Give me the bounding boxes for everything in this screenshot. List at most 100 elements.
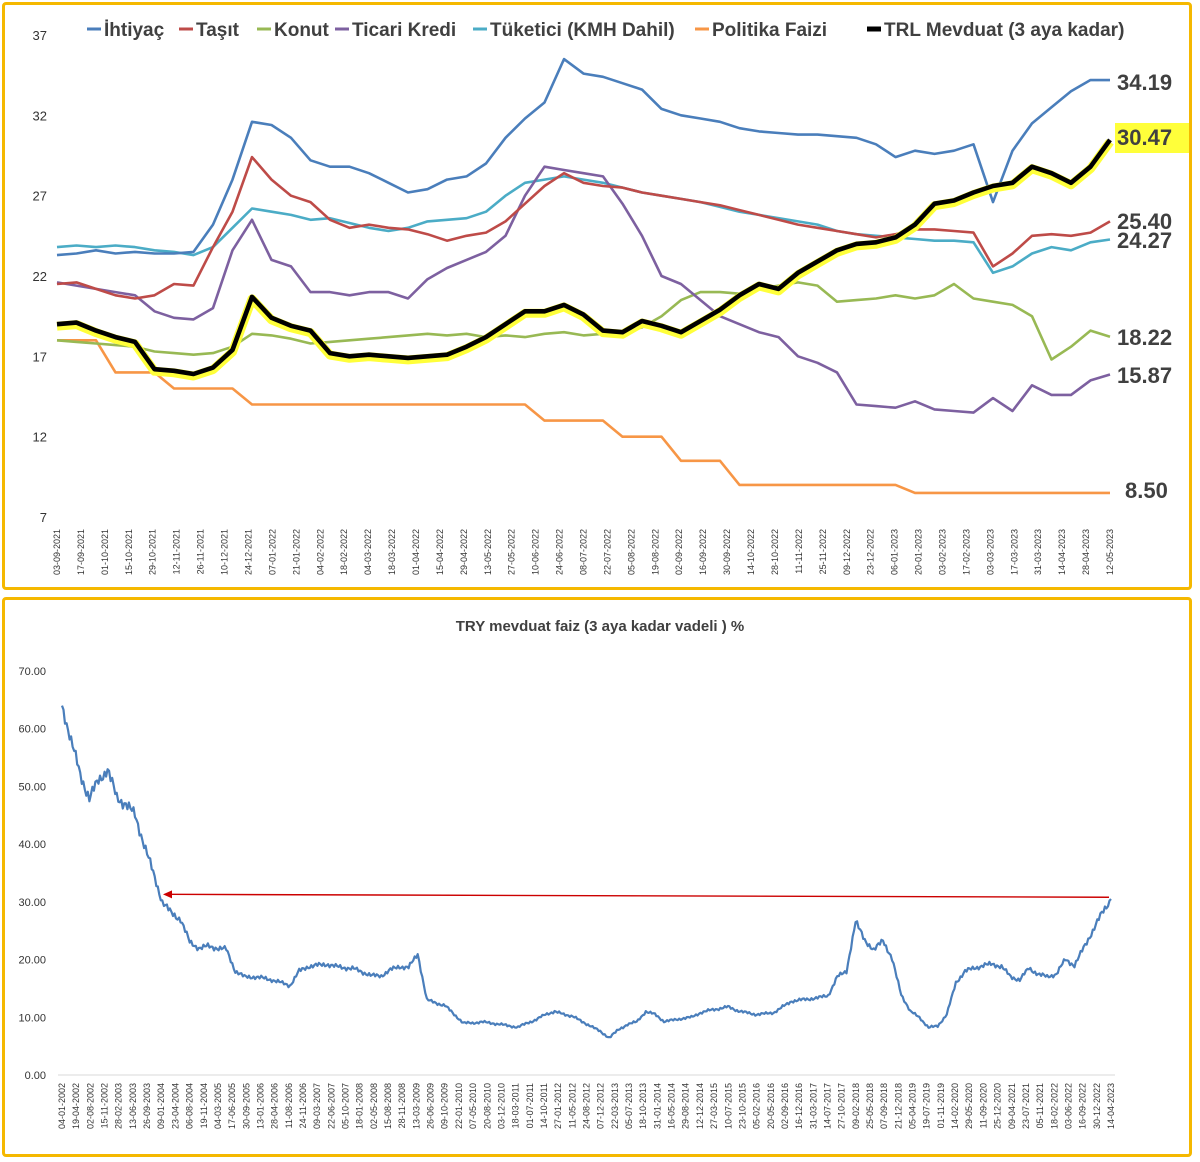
- legend-label-trl-mevduat-3-aya-kadar: TRL Mevduat (3 aya kadar): [884, 20, 1124, 41]
- x-tick-label: 27-10-2017: [837, 1083, 847, 1129]
- x-tick-label: 12-12-2014: [695, 1083, 705, 1129]
- x-tick-label: 13-06-2003: [128, 1083, 138, 1129]
- chart-title: TRY mevduat faiz (3 aya kadar vadeli ) %: [456, 618, 744, 635]
- x-tick-label: 18-02-2022: [339, 529, 349, 575]
- series-line-ticari-kredi: [56, 165, 1111, 414]
- x-tick-label: 30-12-2022: [1092, 1083, 1102, 1129]
- x-tick-label: 18-01-2008: [355, 1083, 365, 1129]
- chart-panel-top: İhtiyaç Taşıt Konut Ticari Kredi Tüketici (K…: [2, 2, 1192, 590]
- x-tick-label: 19-04-2002: [71, 1083, 81, 1129]
- x-tick-label: 25-12-2020: [993, 1083, 1003, 1129]
- y-tick-label: 30.00: [18, 897, 46, 909]
- x-tick-label: 22-06-2007: [326, 1083, 336, 1129]
- deposit-rate-history-chart: TRY mevduat faiz (3 aya kadar vadeli ) %…: [18, 618, 1116, 1129]
- x-tick-label: 19-08-2022: [650, 529, 660, 575]
- x-tick-label: 04-03-2022: [363, 529, 373, 575]
- x-tick-label: 28-04-2006: [270, 1083, 280, 1129]
- x-tick-label: 15-11-2002: [100, 1083, 110, 1128]
- series-layer: [60, 705, 1112, 1039]
- x-tick-label: 17-06-2005: [227, 1083, 237, 1129]
- x-tick-label: 28-04-2023: [1081, 529, 1091, 575]
- x-tick-label: 10-07-2015: [723, 1083, 733, 1129]
- x-tick-label: 19-07-2019: [922, 1083, 932, 1129]
- series-highlight-trl-mevduat: [56, 139, 1114, 381]
- x-tick-label: 05-02-2016: [752, 1083, 762, 1129]
- legend-label-ihtiyac: İhtiyaç: [104, 20, 165, 41]
- legend-label-tuketici-kmh-dahil: Tüketici (KMH Dahil): [490, 20, 675, 41]
- end-label-konut: 18.22: [1117, 325, 1172, 350]
- x-tick-label: 23-04-2004: [170, 1083, 180, 1129]
- x-tick-label: 02-05-2008: [369, 1083, 379, 1129]
- y-tick-label: 20.00: [18, 955, 46, 967]
- x-tick-label: 09-12-2022: [842, 529, 852, 575]
- x-tick-label: 22-01-2010: [454, 1083, 464, 1129]
- y-tick-label: 50.00: [18, 781, 46, 793]
- x-axis: 04-01-2002 19-04-2002 02-08-2002 15-11-2002…: [57, 1074, 1116, 1129]
- arrow-line: [168, 893, 1110, 898]
- x-tick-label: 17-03-2023: [1009, 529, 1019, 575]
- x-tick-label: 02-09-2022: [674, 529, 684, 575]
- end-label-trl-mevduat-3-aya-kadar: 30.47: [1117, 125, 1172, 150]
- x-tick-label: 28-02-2003: [114, 1083, 124, 1129]
- y-tick-label: 12: [33, 430, 47, 445]
- x-tick-label: 18-03-2011: [511, 1083, 521, 1128]
- y-tick-label: 40.00: [18, 839, 46, 851]
- x-tick-label: 18-03-2022: [387, 529, 397, 575]
- x-tick-label: 11-09-2020: [978, 1083, 988, 1128]
- x-tick-label: 13-03-2009: [411, 1083, 421, 1129]
- x-tick-label: 07-01-2022: [267, 529, 277, 575]
- x-tick-label: 23-07-2021: [1021, 1083, 1031, 1129]
- y-tick-label: 22: [33, 269, 47, 284]
- x-axis: 03-09-2021 17-09-2021 01-10-2021 15-10-2021…: [52, 529, 1115, 575]
- x-tick-label: 30-09-2022: [722, 529, 732, 575]
- x-tick-label: 12-05-2023: [1105, 529, 1115, 575]
- series-line-trl-mevduat-3-aya-kadar: [56, 138, 1112, 377]
- annotation-layer: [163, 890, 1110, 899]
- x-tick-label: 28-11-2008: [397, 1083, 407, 1128]
- legend-label-ticari-kredi: Ticari Kredi: [352, 20, 456, 41]
- series-line-tasit: [56, 155, 1111, 300]
- x-tick-label: 29-08-2014: [681, 1083, 691, 1129]
- x-tick-label: 07-05-2010: [468, 1083, 478, 1129]
- x-tick-label: 01-04-2022: [411, 529, 421, 575]
- x-tick-label: 31-01-2014: [652, 1083, 662, 1129]
- y-tick-label: 17: [33, 349, 47, 364]
- x-tick-label: 05-04-2019: [908, 1083, 918, 1129]
- x-tick-label: 11-11-2022: [794, 529, 804, 574]
- x-tick-label: 18-10-2013: [638, 1083, 648, 1129]
- x-tick-label: 21-12-2018: [893, 1083, 903, 1129]
- y-tick-label: 32: [33, 108, 47, 123]
- legend-label-politika-faizi: Politika Faizi: [712, 20, 827, 41]
- y-tick-label: 70.00: [18, 666, 46, 678]
- loan-rates-chart: İhtiyaç Taşıt Konut Ticari Kredi Tüketici (K…: [33, 20, 1189, 575]
- series-line-politika-faizi: [57, 339, 1110, 495]
- x-tick-label: 12-11-2021: [172, 529, 182, 574]
- x-tick-label: 13-05-2022: [483, 529, 493, 575]
- y-tick-label: 10.00: [18, 1012, 46, 1024]
- x-tick-label: 22-03-2013: [610, 1083, 620, 1129]
- x-tick-label: 14-07-2017: [822, 1083, 832, 1129]
- x-tick-label: 05-07-2013: [624, 1083, 634, 1129]
- x-tick-label: 17-09-2021: [76, 529, 86, 575]
- series-line-try-deposit-rate: [60, 705, 1112, 1039]
- x-tick-label: 23-12-2022: [866, 529, 876, 575]
- x-tick-label: 06-08-2004: [185, 1083, 195, 1129]
- x-tick-label: 07-09-2018: [879, 1083, 889, 1129]
- x-tick-label: 26-11-2021: [196, 529, 206, 574]
- end-label-ihtiyac: 34.19: [1117, 70, 1172, 95]
- x-tick-label: 25-05-2018: [865, 1083, 875, 1129]
- x-tick-label: 24-12-2021: [243, 529, 253, 575]
- x-tick-label: 06-01-2023: [890, 529, 900, 575]
- x-tick-label: 05-08-2022: [626, 529, 636, 575]
- x-tick-label: 20-01-2023: [914, 529, 924, 575]
- series-line-tuketici-kmh-dahil: [56, 175, 1111, 275]
- x-tick-label: 29-10-2021: [148, 529, 158, 575]
- x-tick-label: 19-11-2004: [199, 1083, 209, 1128]
- x-tick-label: 15-10-2021: [124, 529, 134, 575]
- y-tick-label: 37: [33, 28, 47, 43]
- x-tick-label: 13-01-2006: [255, 1083, 265, 1129]
- x-tick-label: 20-08-2010: [482, 1083, 492, 1129]
- x-tick-label: 01-11-2019: [936, 1083, 946, 1128]
- y-axis: 0.00 10.00 20.00 30.00 40.00 50.00 60.00 70.00: [18, 666, 46, 1082]
- end-label-highlight: [1115, 123, 1189, 153]
